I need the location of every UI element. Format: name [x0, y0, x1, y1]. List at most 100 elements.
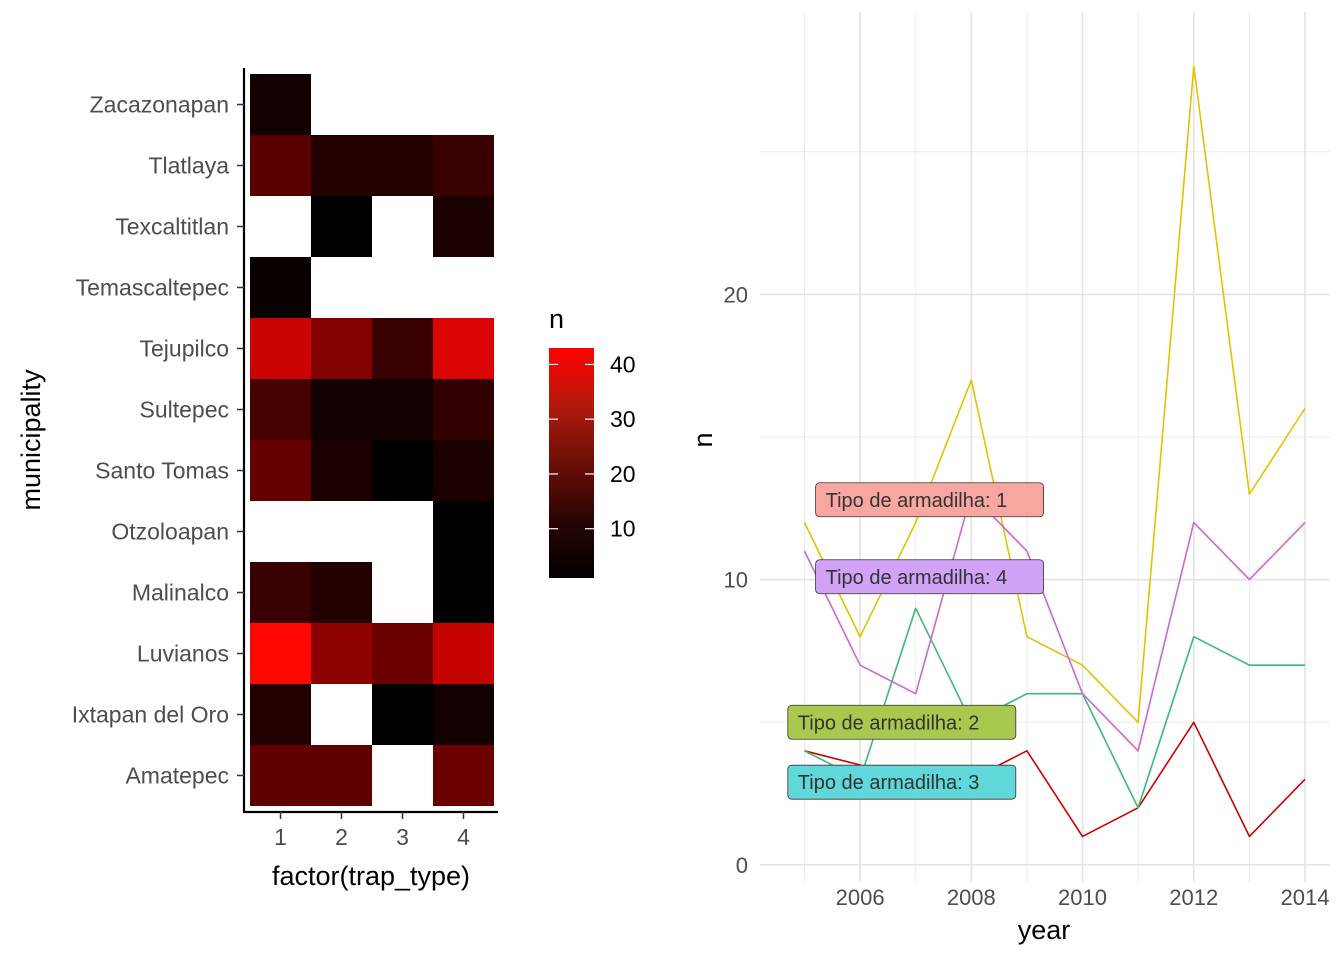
- line-chart-x-tick-label: 2012: [1169, 885, 1218, 910]
- legend-ticks: 10 20 30 40: [549, 351, 636, 542]
- legend-title: n: [549, 304, 564, 334]
- heatmap-x-ticks: 1 2 3 4: [274, 812, 470, 850]
- heatmap-cell: [311, 562, 372, 623]
- heatmap-cell: [250, 501, 311, 562]
- heatmap-cell: [311, 440, 372, 501]
- line-chart-series-labels: Tipo de armadilha: 1 Tipo de armadilha: 2…: [787, 482, 1045, 800]
- heatmap-cell: [250, 684, 311, 745]
- line-chart-panel: Tipo de armadilha: 1 Tipo de armadilha: 2…: [688, 12, 1330, 945]
- line-chart-x-ticks: 2006 2008 2010 2012 2014: [836, 885, 1330, 910]
- heatmap-cell: [372, 501, 433, 562]
- heatmap-cell: [250, 623, 311, 684]
- series-label-3: Tipo de armadilha: 3: [798, 772, 980, 794]
- heatmap-cell: [372, 745, 433, 806]
- heatmap-cell: [433, 623, 494, 684]
- legend-colorbar: [549, 348, 594, 578]
- line-chart-x-axis-title: year: [1018, 915, 1071, 945]
- heatmap-y-tick-label: Temascaltepec: [76, 275, 229, 301]
- line-chart-y-tick-label: 0: [736, 853, 748, 878]
- heatmap-cell: [433, 135, 494, 196]
- series-label-4: Tipo de armadilha: 4: [826, 567, 1008, 589]
- heatmap-y-tick-label: Otzoloapan: [111, 519, 229, 545]
- color-legend: n 10 20 30 40: [549, 304, 636, 578]
- heatmap-cell: [311, 318, 372, 379]
- series-line-4: [803, 493, 1306, 752]
- heatmap-cell: [433, 684, 494, 745]
- heatmap-panel: Zacazonapan Tlatlaya Texcaltitlan Temascalt…: [16, 68, 498, 891]
- heatmap-cell: [311, 623, 372, 684]
- heatmap-cell: [311, 74, 372, 135]
- heatmap-cell: [311, 135, 372, 196]
- line-chart-x-tick-label: 2008: [947, 885, 996, 910]
- heatmap-x-tick-label: 2: [335, 824, 348, 850]
- legend-tick-label: 40: [610, 351, 636, 377]
- legend-tick-label: 20: [610, 461, 636, 487]
- heatmap-cell: [372, 623, 433, 684]
- heatmap-cell: [372, 684, 433, 745]
- heatmap-y-ticks: Zacazonapan Tlatlaya Texcaltitlan Temascalt…: [72, 92, 244, 789]
- heatmap-cell: [372, 562, 433, 623]
- heatmap-cell: [311, 684, 372, 745]
- heatmap-y-axis-title: municipality: [16, 369, 46, 511]
- legend-tick-label: 30: [610, 406, 636, 432]
- heatmap-cell: [433, 562, 494, 623]
- heatmap-cell: [250, 562, 311, 623]
- heatmap-y-tick-label: Ixtapan del Oro: [72, 702, 229, 728]
- line-chart-y-axis-title: n: [688, 432, 718, 447]
- heatmap-x-tick-label: 1: [274, 824, 287, 850]
- heatmap-cell: [433, 196, 494, 257]
- heatmap-y-tick-label: Tejupilco: [140, 336, 230, 362]
- line-chart-y-ticks: 0 10 20: [724, 282, 748, 877]
- heatmap-cell: [250, 745, 311, 806]
- heatmap-y-tick-label: Amatepec: [125, 763, 229, 789]
- heatmap-cell: [433, 257, 494, 318]
- heatmap-cell: [250, 318, 311, 379]
- heatmap-cell: [250, 440, 311, 501]
- heatmap-cell: [250, 135, 311, 196]
- series-label-box-1: [815, 482, 1045, 518]
- series-label-1: Tipo de armadilha: 1: [826, 490, 1008, 512]
- heatmap-y-tick-label: Sultepec: [139, 397, 229, 423]
- series-line-3: [804, 607, 1305, 809]
- heatmap-x-axis-title: factor(trap_type): [272, 861, 470, 891]
- line-chart-grid: [760, 12, 1330, 882]
- heatmap-cell: [311, 501, 372, 562]
- series-label-2: Tipo de armadilha: 2: [798, 712, 980, 734]
- heatmap-cell: [372, 196, 433, 257]
- heatmap-cell: [250, 379, 311, 440]
- heatmap-y-tick-label: Santo Tomas: [95, 458, 229, 484]
- heatmap-x-tick-label: 4: [457, 824, 470, 850]
- heatmap-y-tick-label: Tlatlaya: [148, 153, 229, 179]
- heatmap-cell: [433, 501, 494, 562]
- line-chart-y-tick-label: 20: [724, 282, 748, 307]
- heatmap-cell: [433, 440, 494, 501]
- heatmap-cell: [311, 379, 372, 440]
- heatmap-cell: [372, 440, 433, 501]
- heatmap-cell: [250, 257, 311, 318]
- heatmap-cell: [311, 196, 372, 257]
- heatmap-cell: [372, 379, 433, 440]
- line-chart-x-tick-label: 2014: [1280, 885, 1329, 910]
- heatmap-cell: [250, 196, 311, 257]
- heatmap-y-tick-label: Malinalco: [132, 580, 229, 606]
- heatmap-cell: [372, 74, 433, 135]
- heatmap-y-tick-label: Zacazonapan: [90, 92, 229, 118]
- heatmap-cell: [250, 74, 311, 135]
- heatmap-cell: [311, 745, 372, 806]
- heatmap-cells: [250, 74, 494, 806]
- heatmap-cell: [372, 318, 433, 379]
- heatmap-cell: [311, 257, 372, 318]
- line-chart-x-tick-label: 2006: [836, 885, 885, 910]
- line-chart-y-tick-label: 10: [724, 568, 748, 593]
- heatmap-cell: [372, 135, 433, 196]
- series-label-box-3: [787, 764, 1017, 800]
- heatmap-x-tick-label: 3: [396, 824, 409, 850]
- heatmap-cell: [433, 379, 494, 440]
- line-chart-x-tick-label: 2010: [1058, 885, 1107, 910]
- heatmap-y-tick-label: Luvianos: [137, 641, 229, 667]
- series-label-box-2: [787, 704, 1017, 740]
- series-label-box-4: [815, 559, 1045, 595]
- heatmap-cell: [433, 74, 494, 135]
- heatmap-cell: [433, 318, 494, 379]
